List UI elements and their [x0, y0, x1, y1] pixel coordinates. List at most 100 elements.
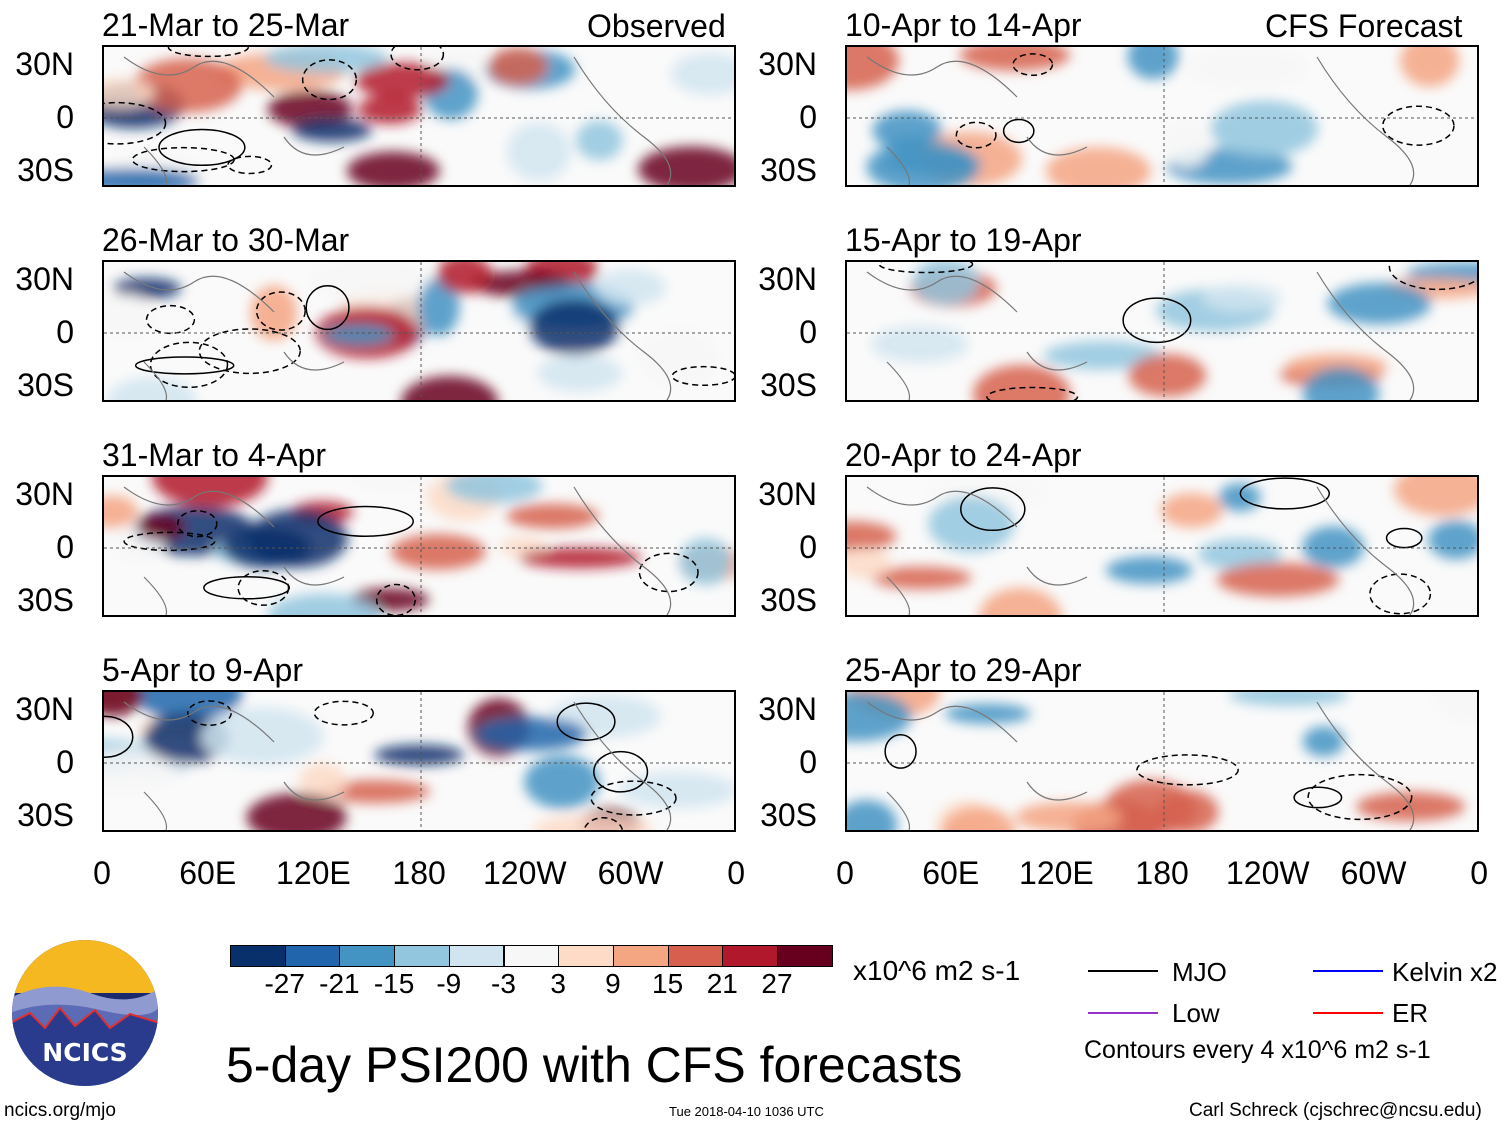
colorbar-tick-label: 27: [761, 968, 793, 999]
lat-label: 30N: [758, 261, 817, 297]
lat-label: 30S: [760, 152, 817, 188]
coastlines: [866, 271, 1415, 400]
colorbar-swatch: [448, 945, 505, 967]
panel-title: 10-Apr to 14-Apr: [845, 7, 1082, 43]
contour-note: Contours every 4 x10^6 m2 s-1: [1084, 1036, 1431, 1064]
lon-label: 120W: [483, 855, 567, 891]
anomaly-field: [847, 692, 1477, 830]
footer-url: ncics.org/mjo: [4, 1100, 116, 1121]
lat-label: 0: [799, 529, 817, 565]
colorbar-tick-label: -9: [436, 968, 462, 999]
coastlines: [123, 486, 672, 615]
lat-label: 0: [799, 744, 817, 780]
colorbar-swatch: [722, 945, 778, 967]
lat-label: 0: [56, 99, 74, 135]
colorbar-swatch: [667, 945, 724, 967]
lat-label: 30N: [15, 46, 74, 82]
coastlines: [866, 56, 1415, 185]
lon-label: 60E: [179, 855, 237, 891]
legend-line-kelvin: [1313, 970, 1383, 972]
panel-title: 20-Apr to 24-Apr: [845, 437, 1082, 473]
observed-map-panel: [102, 45, 736, 187]
forecast-map-panel: [845, 260, 1479, 402]
legend-label-mjo: MJO: [1172, 957, 1227, 987]
anomaly-field: [847, 477, 1477, 615]
coastlines: [123, 271, 672, 400]
colorbar-tick-label: 15: [652, 968, 684, 999]
observed-map-panel: [102, 475, 736, 617]
lat-label: 30S: [17, 367, 74, 403]
colorbar-tick-label: -21: [319, 968, 360, 999]
panel-title: 25-Apr to 29-Apr: [845, 652, 1082, 688]
colorbar-tick-label: 21: [706, 968, 738, 999]
lat-label: 30N: [15, 476, 74, 512]
lat-label: 30S: [17, 582, 74, 618]
legend-line-er: [1313, 1012, 1383, 1014]
forecast-map-panel: [845, 475, 1479, 617]
colorbar-swatch: [558, 945, 614, 967]
lat-label: 30S: [17, 152, 74, 188]
lon-label: 0: [93, 855, 111, 891]
lat-label: 0: [56, 314, 74, 350]
lat-label: 30N: [758, 476, 817, 512]
colorbar-swatch: [394, 945, 450, 967]
coastlines: [866, 701, 1415, 830]
lat-label: 30N: [758, 691, 817, 727]
colorbar-tick-label: -3: [491, 968, 516, 999]
legend-label-er: ER: [1392, 998, 1429, 1028]
observed-map-panel: [102, 690, 736, 832]
lat-label: 30S: [17, 797, 74, 833]
anomaly-field: [104, 47, 734, 185]
figure-title: 5-day PSI200 with CFS forecasts: [226, 1037, 963, 1093]
lon-label: 0: [727, 855, 746, 891]
colorbar-swatch: [503, 945, 560, 967]
forecast-map-panel: [845, 45, 1479, 187]
lon-label: 0: [836, 855, 854, 891]
ncics-logo: NCICS: [12, 940, 158, 1086]
lat-label: 0: [799, 99, 817, 135]
lat-label: 30N: [758, 46, 817, 82]
legend-line-mjo: [1088, 970, 1158, 972]
lat-label: 30S: [760, 582, 817, 618]
lat-label: 30N: [15, 691, 74, 727]
panel-title: 21-Mar to 25-Mar: [102, 7, 350, 43]
anomaly-field: [847, 262, 1477, 400]
anomaly-field: [104, 692, 734, 830]
forecast-label: CFS Forecast: [1265, 8, 1463, 44]
anomaly-field: [104, 262, 734, 400]
observed-label: Observed: [587, 8, 726, 44]
lon-label: 180: [392, 855, 446, 891]
legend-label-low: Low: [1172, 998, 1220, 1028]
lat-label: 30N: [15, 261, 74, 297]
lon-label: 180: [1135, 855, 1189, 891]
lat-label: 0: [56, 744, 74, 780]
colorbar-swatch: [777, 945, 833, 967]
lat-label: 30S: [760, 367, 817, 403]
colorbar-tick-label: -27: [264, 968, 305, 999]
lon-label: 60E: [922, 855, 980, 891]
anomaly-field: [847, 47, 1477, 185]
coastlines: [123, 56, 672, 185]
lon-label: 60W: [1340, 855, 1407, 891]
panel-title: 31-Mar to 4-Apr: [102, 437, 327, 473]
lon-label: 120W: [1226, 855, 1310, 891]
svg-text:NCICS: NCICS: [42, 1038, 127, 1067]
lon-label: 60W: [597, 855, 664, 891]
lat-label: 0: [799, 314, 817, 350]
colorbar-tick-label: 3: [550, 968, 566, 999]
lon-label: 120E: [1019, 855, 1094, 891]
legend-label-kelvin: Kelvin x2: [1392, 957, 1498, 987]
observed-map-panel: [102, 260, 736, 402]
footer-timestamp: Tue 2018-04-10 1036 UTC: [669, 1104, 824, 1119]
colorbar-tick-label: -15: [373, 968, 415, 999]
coastlines: [123, 701, 672, 830]
colorbar-tick-label: 9: [605, 968, 621, 999]
lat-label: 0: [56, 529, 74, 565]
colorbar-swatch: [230, 945, 286, 967]
colorbar-units: x10^6 m2 s-1: [853, 955, 1021, 986]
lat-label: 30S: [760, 797, 817, 833]
legend-line-low: [1088, 1012, 1158, 1014]
lon-label: 120E: [276, 855, 351, 891]
colorbar-swatch: [339, 945, 396, 967]
anomaly-field: [104, 477, 734, 615]
